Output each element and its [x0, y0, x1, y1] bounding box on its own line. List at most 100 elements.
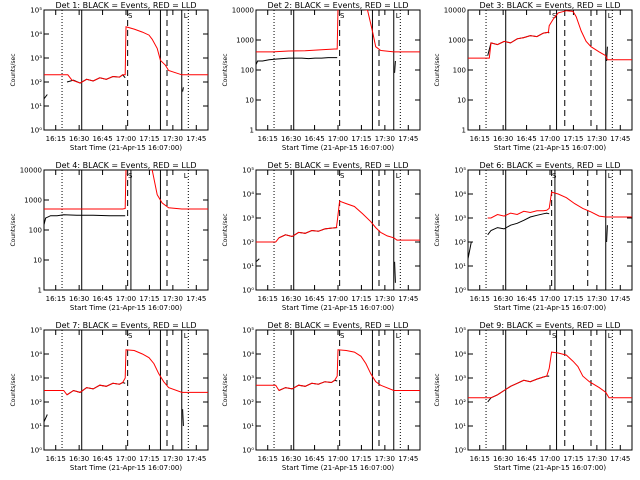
x-tick-label: 16:30: [281, 135, 301, 143]
panel-title: Det 8: BLACK = Events, RED = LLD: [268, 321, 409, 330]
y-tick-label: 10⁵: [30, 7, 42, 15]
y-tick-label: 10²: [454, 399, 466, 407]
flag-label: S: [128, 332, 133, 340]
series-lld: [487, 191, 632, 219]
x-tick-label: 17:30: [375, 455, 395, 463]
panel-det-2: Det 2: BLACK = Events, RED = LLD 1 10 100 10…: [222, 1, 421, 152]
x-axis-label: Start Time (21-Apr-15 16:07:00): [282, 464, 394, 472]
flag-label: S: [552, 332, 557, 340]
x-tick-label: 17:30: [587, 455, 607, 463]
x-tick-label: 16:30: [69, 295, 89, 303]
y-tick-label: 10000: [232, 7, 254, 15]
x-tick-label: 16:45: [92, 295, 112, 303]
flag-label: S: [340, 12, 345, 20]
x-tick-label: 16:30: [69, 455, 89, 463]
x-tick-label: 17:45: [186, 295, 206, 303]
y-tick-label: 1000: [448, 37, 466, 45]
y-tick-label: 10¹: [30, 103, 42, 111]
y-tick-label: 1000: [236, 37, 254, 45]
series-events: [44, 74, 184, 100]
y-axis-label: Counts/sec: [10, 213, 17, 246]
y-tick-label: 10⁵: [454, 167, 466, 175]
series-lld: [468, 351, 632, 399]
y-axis-label: Counts/sec: [222, 213, 229, 246]
y-tick-label: 100: [241, 67, 254, 75]
series-lld: [256, 10, 420, 53]
series-events: [468, 212, 608, 259]
x-tick-label: 17:30: [163, 455, 183, 463]
y-tick-label: 10¹: [454, 423, 466, 431]
x-axis-label: Start Time (21-Apr-15 16:07:00): [494, 464, 606, 472]
y-tick-label: 10³: [30, 375, 42, 383]
flag-label: S: [128, 172, 133, 180]
x-tick-label: 17:45: [398, 135, 418, 143]
flag-label: L: [184, 12, 188, 20]
y-tick-label: 10⁴: [242, 351, 254, 359]
x-tick-label: 16:15: [46, 455, 66, 463]
x-tick-label: 17:00: [328, 455, 348, 463]
x-tick-label: 16:30: [493, 295, 513, 303]
y-tick-label: 10¹: [454, 263, 466, 271]
flag-label: S: [128, 12, 133, 20]
x-tick-label: 17:30: [587, 135, 607, 143]
panel-title: Det 3: BLACK = Events, RED = LLD: [480, 1, 621, 10]
y-tick-label: 1: [462, 127, 466, 135]
flag-label: L: [396, 12, 400, 20]
x-tick-label: 17:30: [163, 135, 183, 143]
x-tick-label: 17:15: [563, 135, 583, 143]
y-tick-label: 10³: [30, 55, 42, 63]
x-tick-label: 17:00: [540, 135, 560, 143]
x-axis-label: Start Time (21-Apr-15 16:07:00): [494, 304, 606, 312]
flag-label: S: [340, 172, 345, 180]
x-tick-label: 17:45: [186, 455, 206, 463]
y-tick-label: 1: [38, 287, 42, 295]
x-tick-label: 16:45: [92, 455, 112, 463]
series-lld: [256, 349, 420, 392]
y-tick-label: 10⁴: [30, 31, 42, 39]
x-tick-label: 16:15: [470, 455, 490, 463]
y-tick-label: 10⁰: [30, 127, 42, 135]
x-tick-label: 17:00: [540, 455, 560, 463]
x-tick-label: 17:30: [375, 135, 395, 143]
flag-label: L: [608, 332, 612, 340]
y-tick-label: 10³: [454, 215, 466, 223]
panel-title: Det 9: BLACK = Events, RED = LLD: [480, 321, 621, 330]
x-tick-label: 17:30: [587, 295, 607, 303]
y-axis-label: Counts/sec: [222, 53, 229, 86]
plot-frame: [43, 329, 209, 451]
x-tick-label: 16:45: [304, 295, 324, 303]
y-tick-label: 10⁴: [454, 191, 466, 199]
x-axis-label: Start Time (21-Apr-15 16:07:00): [282, 304, 394, 312]
x-tick-label: 17:45: [610, 455, 630, 463]
series-lld: [256, 200, 420, 243]
x-tick-label: 17:15: [351, 455, 371, 463]
y-tick-label: 10⁰: [242, 447, 254, 455]
panel-title: Det 7: BLACK = Events, RED = LLD: [56, 321, 197, 330]
flag-label: S: [340, 332, 345, 340]
panel-title: Det 2: BLACK = Events, RED = LLD: [268, 1, 409, 10]
flag-label: L: [396, 332, 400, 340]
y-axis-label: Counts/sec: [434, 213, 441, 246]
y-axis-label: Counts/sec: [222, 373, 229, 406]
y-tick-label: 10⁰: [30, 447, 42, 455]
x-tick-label: 16:15: [470, 295, 490, 303]
plot-frame: [467, 9, 633, 131]
panel-det-5: Det 5: BLACK = Events, RED = LLD 10⁰ 10¹ 10…: [222, 161, 421, 312]
series-events: [44, 212, 183, 225]
x-tick-label: 17:00: [116, 295, 136, 303]
x-tick-label: 16:45: [304, 455, 324, 463]
y-tick-label: 10⁰: [454, 447, 466, 455]
x-tick-label: 17:00: [540, 295, 560, 303]
series-lld: [44, 349, 208, 396]
series-events: [256, 227, 396, 283]
x-tick-label: 16:15: [258, 295, 278, 303]
y-tick-label: 10¹: [242, 423, 254, 431]
y-tick-label: 10⁵: [242, 327, 254, 335]
y-axis-label: Counts/sec: [10, 373, 17, 406]
x-tick-label: 17:00: [328, 295, 348, 303]
x-tick-label: 16:30: [493, 455, 513, 463]
panel-det-3: Det 3: BLACK = Events, RED = LLD 1 10 100 10…: [434, 1, 633, 152]
flag-label: L: [184, 332, 188, 340]
y-tick-label: 10⁵: [30, 327, 42, 335]
